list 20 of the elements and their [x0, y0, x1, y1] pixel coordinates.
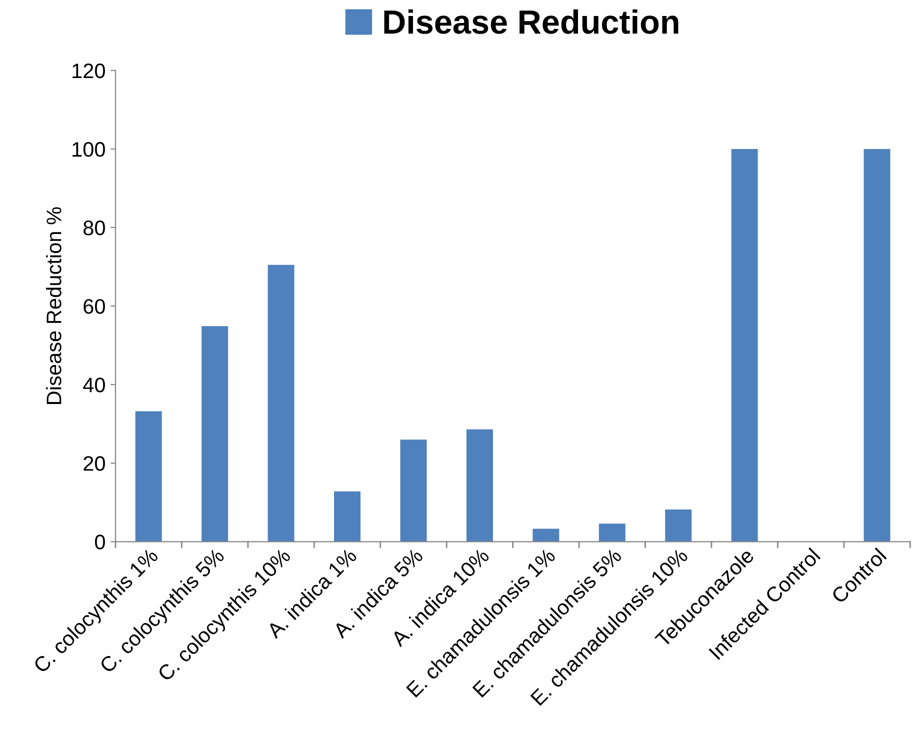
- y-tick-label: 60: [84, 299, 105, 314]
- y-tick-label: 0: [95, 534, 105, 550]
- y-axis-title: Disease Reduction %: [46, 207, 62, 404]
- bar: [268, 264, 294, 542]
- bar: [400, 440, 427, 542]
- bar: [135, 411, 162, 542]
- legend-label: Disease Reduction: [384, 9, 678, 34]
- y-tick-label: 100: [72, 142, 105, 157]
- bar: [665, 509, 692, 542]
- bar: [202, 326, 228, 542]
- y-tick-label: 40: [83, 378, 105, 392]
- bar: [864, 149, 890, 542]
- y-tick-label: 120: [72, 63, 105, 78]
- bar: [731, 149, 758, 542]
- y-tick-label: 20: [84, 456, 105, 471]
- bar: [334, 491, 361, 542]
- y-tick-label: 80: [84, 220, 105, 236]
- bar: [598, 524, 626, 542]
- bar: [466, 429, 493, 542]
- bar: [532, 528, 560, 542]
